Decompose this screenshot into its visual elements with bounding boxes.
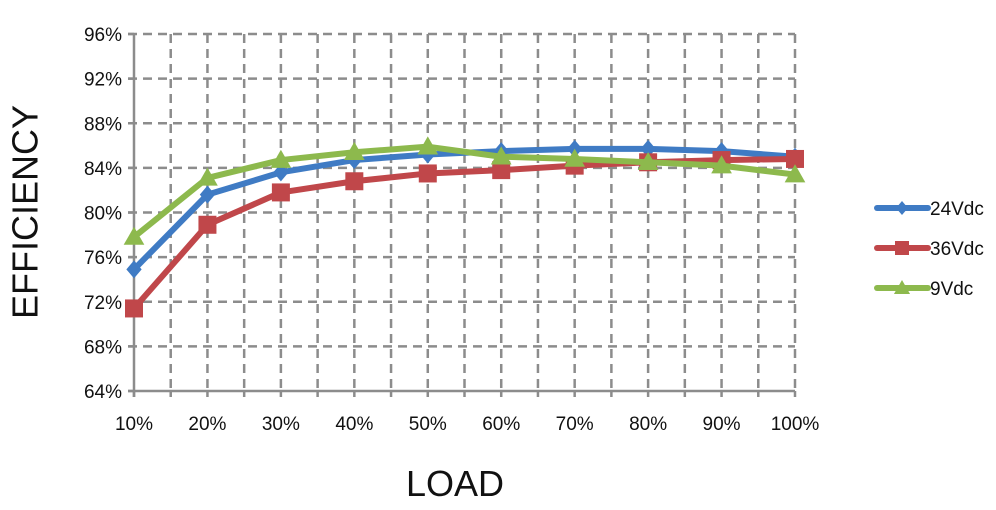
y-tick-label: 88% bbox=[84, 114, 122, 135]
square-marker bbox=[345, 172, 364, 191]
diamond-marker bbox=[126, 260, 142, 279]
legend-label: 36Vdc bbox=[930, 239, 984, 260]
data-series bbox=[123, 136, 806, 318]
triangle-marker bbox=[711, 155, 732, 174]
diamond-marker bbox=[199, 185, 216, 204]
legend: 24Vdc 36Vdc 9Vdc bbox=[874, 199, 984, 300]
triangle-marker bbox=[197, 167, 218, 186]
triangle-marker bbox=[417, 136, 439, 155]
x-tick-label: 50% bbox=[409, 414, 447, 435]
legend-item-36vdc: 36Vdc bbox=[874, 239, 984, 260]
x-tick-label: 80% bbox=[629, 414, 667, 435]
y-tick-label: 68% bbox=[84, 337, 122, 358]
triangle-marker bbox=[784, 164, 806, 183]
square-marker bbox=[198, 215, 217, 234]
x-tick-label: 60% bbox=[482, 414, 520, 435]
triangle-marker bbox=[893, 279, 911, 295]
diamond-marker bbox=[896, 201, 908, 215]
x-axis-tick-labels: 10% 20% 30% 40% 50% 60% 70% 80% 90% 100% bbox=[115, 414, 819, 435]
triangle-marker bbox=[490, 146, 512, 165]
x-tick-label: 70% bbox=[556, 414, 594, 435]
legend-item-9vdc: 9Vdc bbox=[874, 279, 973, 300]
diamond-marker bbox=[420, 145, 436, 164]
x-tick-label: 30% bbox=[262, 414, 300, 435]
square-marker bbox=[271, 183, 290, 202]
x-tick-label: 100% bbox=[771, 414, 820, 435]
x-axis-title: LOAD bbox=[406, 463, 504, 504]
square-marker bbox=[125, 299, 143, 318]
y-tick-label: 84% bbox=[84, 159, 122, 180]
x-tick-label: 40% bbox=[335, 414, 373, 435]
legend-label: 9Vdc bbox=[930, 279, 973, 300]
square-marker bbox=[895, 241, 909, 255]
series-line bbox=[131, 143, 798, 241]
square-marker bbox=[492, 161, 511, 180]
triangle-marker bbox=[343, 141, 365, 161]
y-tick-label: 96% bbox=[84, 25, 122, 46]
x-tick-label: 20% bbox=[188, 414, 226, 435]
triangle-marker bbox=[270, 149, 292, 168]
diamond-marker bbox=[273, 163, 289, 182]
y-tick-label: 72% bbox=[84, 293, 122, 314]
triangle-marker bbox=[564, 148, 586, 167]
y-tick-label: 92% bbox=[84, 70, 122, 91]
x-tick-label: 90% bbox=[703, 414, 741, 435]
square-marker bbox=[418, 164, 437, 183]
y-axis-title: EFFICIENCY bbox=[5, 105, 46, 319]
y-tick-label: 64% bbox=[84, 382, 122, 403]
series-9vdc bbox=[123, 136, 806, 245]
y-tick-label: 80% bbox=[84, 204, 122, 225]
y-axis-tick-labels: 64% 68% 72% 76% 80% 84% 88% 92% 96% bbox=[84, 25, 122, 403]
legend-label: 24Vdc bbox=[930, 199, 984, 220]
triangle-marker bbox=[123, 226, 145, 245]
x-tick-label: 10% bbox=[115, 414, 153, 435]
y-tick-label: 76% bbox=[84, 248, 122, 269]
legend-item-24vdc: 24Vdc bbox=[874, 199, 984, 220]
triangle-marker bbox=[637, 151, 659, 171]
square-marker bbox=[786, 149, 804, 168]
